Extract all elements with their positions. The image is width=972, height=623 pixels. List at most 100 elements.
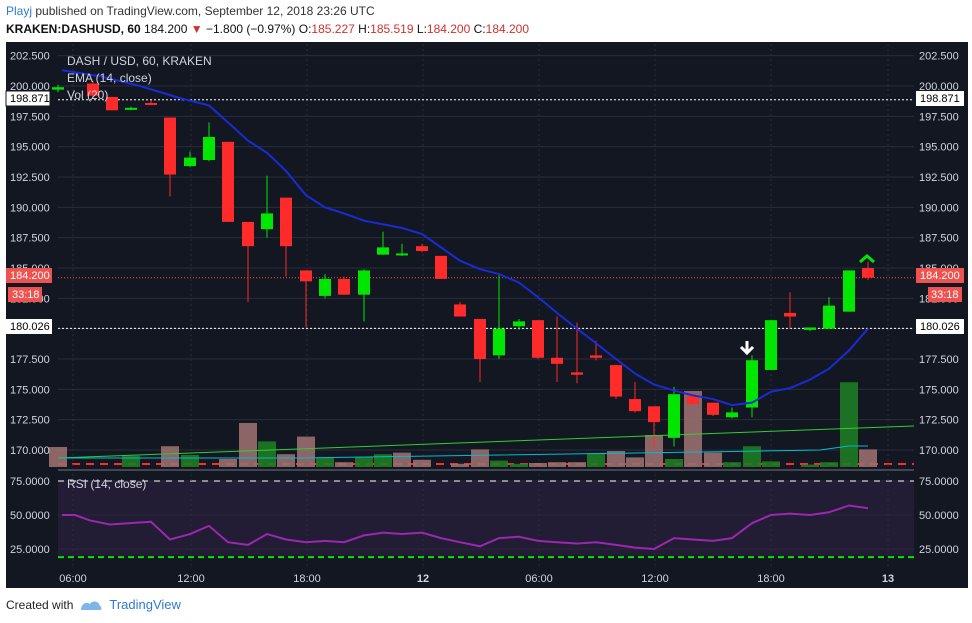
candle-body (125, 107, 137, 110)
volume-bar (355, 456, 373, 467)
volume-bar (335, 462, 353, 467)
right-ema-badge-text: 180.026 (920, 321, 960, 333)
up-arrow-icon (859, 254, 875, 264)
volume-bar (219, 459, 237, 467)
candle-body (687, 395, 699, 404)
candle-body (319, 278, 331, 296)
volume-bar (510, 463, 528, 467)
candle-body (377, 247, 389, 255)
price-tick-left: 197.500 (10, 111, 50, 123)
volume-bar (181, 455, 199, 467)
volume-bar (587, 453, 605, 467)
candle-body (300, 270, 312, 282)
open-value: 185.227 (311, 22, 355, 36)
price-tick-left: 192.500 (10, 172, 50, 184)
candle-body (454, 304, 466, 317)
ema-line (61, 69, 869, 407)
symbol-label: KRAKEN:DASHUSD, 60 (6, 22, 141, 36)
candle-body (280, 197, 292, 247)
price-tick-left: 190.000 (10, 202, 50, 214)
right-countdown-badge (928, 287, 962, 302)
candle-body (610, 365, 622, 397)
volume-bar (820, 462, 838, 467)
time-tick: 12 (417, 573, 429, 585)
volume-bar (568, 462, 586, 467)
volume-bar (413, 459, 431, 467)
rsi-tick-right: 50.0000 (919, 510, 959, 522)
volume-bar (122, 455, 140, 467)
price-chart[interactable]: 202.500 202.500 200.000 200.000 197.500 197.5… (0, 40, 972, 600)
left-line-badge-text: 198.871 (10, 93, 50, 105)
rsi-tick-left: 75.0000 (10, 476, 50, 488)
time-tick: 12:00 (641, 573, 669, 585)
right-ema-badge (916, 319, 964, 334)
left-countdown-badge (8, 287, 42, 302)
volume-bar (258, 441, 276, 467)
volume-bar (239, 423, 257, 467)
candle-body (184, 157, 196, 167)
volume-bar (859, 449, 877, 467)
price-tick-left: 202.500 (10, 51, 50, 63)
candle-body (590, 355, 602, 358)
volume-bar (665, 459, 683, 467)
close-value: 184.200 (485, 22, 530, 36)
ohlc-legend: KRAKEN:DASHUSD, 60 184.200 ▼ −1.800 (−0.… (6, 22, 529, 36)
candle-body (707, 402, 719, 415)
volume-bar (316, 457, 334, 467)
candle-body (338, 278, 350, 295)
volume-bar (684, 391, 702, 467)
volume-bar (490, 460, 508, 467)
candle-body (746, 360, 758, 408)
candle-body (532, 320, 544, 358)
candle-body (416, 246, 428, 252)
time-tick: 13 (882, 573, 894, 585)
candle-body (513, 321, 525, 327)
candle-body (765, 320, 777, 370)
low-label: L: (416, 22, 427, 36)
candle-body (106, 96, 118, 111)
time-tick: 18:00 (757, 573, 785, 585)
candle-body (52, 87, 64, 90)
time-tick: 18:00 (293, 573, 321, 585)
right-line-badge (916, 91, 964, 106)
candle-body (435, 255, 447, 279)
volume-bar (801, 464, 819, 467)
down-arrow-icon (739, 341, 755, 356)
footer: Created with TradingView (6, 597, 181, 612)
candle-body (358, 270, 370, 295)
tradingview-link[interactable]: TradingView (109, 597, 181, 612)
publish-text: published on TradingView.com, September … (35, 4, 375, 18)
volume-bar (626, 457, 644, 467)
volume-bar (529, 463, 547, 467)
volume-bar (451, 463, 469, 467)
tradingview-logo-icon (81, 601, 102, 610)
volume-bar (49, 447, 67, 467)
rsi-tick-right: 25.0000 (919, 544, 959, 556)
author-link[interactable]: Playj (6, 4, 33, 18)
ema-legend: EMA (14, close) (67, 71, 152, 85)
right-countdown-text: 33:18 (931, 289, 959, 301)
publish-info: Playj published on TradingView.com, Sept… (6, 4, 375, 18)
time-axis[interactable]: 06:00 12:00 18:00 12 06:00 12:00 18:00 13 (59, 573, 894, 585)
price-axis[interactable]: 202.500 202.500 200.000 200.000 197.500 197.5… (10, 51, 959, 556)
high-label: H: (358, 22, 371, 36)
up-arrow-icon (842, 271, 856, 284)
left-ema-badge-text: 180.026 (10, 321, 50, 333)
rsi-line (62, 504, 869, 551)
candle-body (668, 394, 680, 438)
candle-body (551, 357, 563, 364)
volume-bar (277, 454, 295, 467)
volume-bar (607, 451, 625, 467)
price-tick-right: 187.500 (919, 233, 959, 245)
indicator-lines (57, 69, 915, 551)
rsi-tick-left: 25.0000 (10, 544, 50, 556)
rsi-tick-left: 50.0000 (10, 510, 50, 522)
volume-bar (645, 435, 663, 467)
down-arrow-icon: ▼ (190, 22, 203, 36)
price-tick-left: 177.500 (10, 354, 50, 366)
volume-bar (297, 436, 315, 467)
volume-bar (743, 446, 761, 467)
volume-bar (840, 382, 858, 467)
candle-body (203, 136, 215, 161)
candle-body (804, 327, 816, 330)
